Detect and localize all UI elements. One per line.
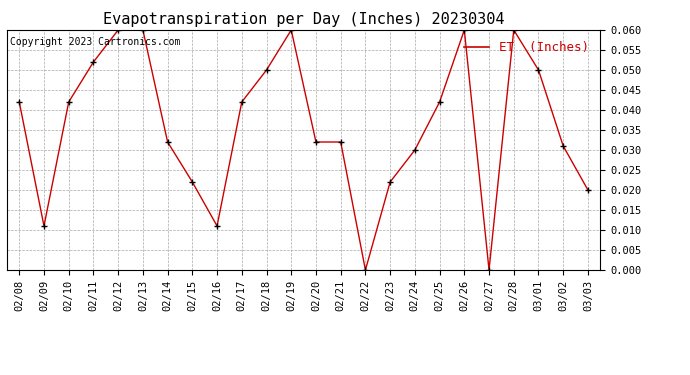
- Legend: ET  (Inches): ET (Inches): [459, 36, 594, 59]
- Title: Evapotranspiration per Day (Inches) 20230304: Evapotranspiration per Day (Inches) 2023…: [103, 12, 504, 27]
- Text: Copyright 2023 Cartronics.com: Copyright 2023 Cartronics.com: [10, 37, 180, 47]
